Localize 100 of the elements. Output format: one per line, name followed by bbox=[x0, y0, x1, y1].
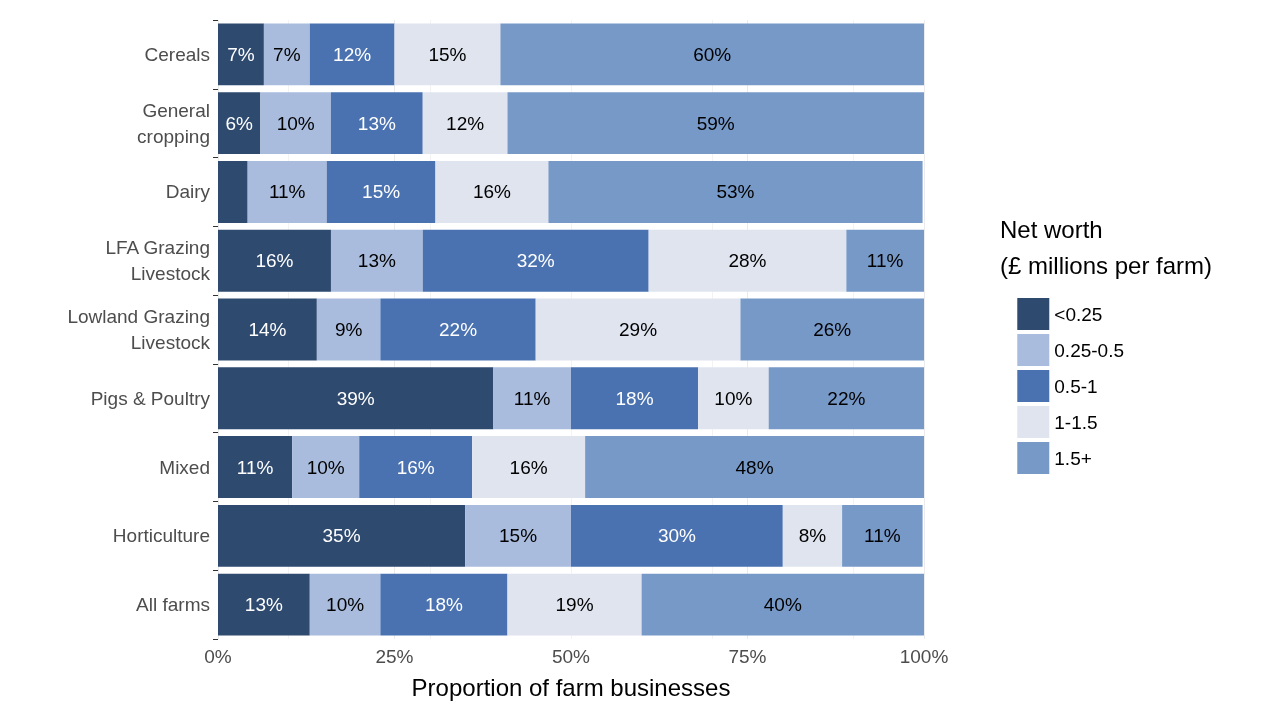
data-label: 22% bbox=[439, 319, 478, 340]
bar bbox=[359, 436, 473, 499]
data-label: 10% bbox=[326, 594, 365, 616]
data-label: 11% bbox=[866, 250, 904, 272]
bar bbox=[218, 573, 310, 636]
bar bbox=[422, 92, 508, 155]
y-tick-label: General cropping bbox=[137, 99, 210, 147]
data-label: 15% bbox=[362, 181, 401, 203]
data-label: 7% bbox=[227, 43, 255, 65]
bar bbox=[309, 23, 395, 86]
data-label: 53% bbox=[716, 181, 755, 203]
legend-label: <0.25 bbox=[1054, 303, 1103, 325]
data-label: 16% bbox=[472, 181, 512, 203]
bar bbox=[846, 229, 924, 292]
bar bbox=[507, 573, 642, 636]
legend-title: Net worth (£ millions per farm) bbox=[1000, 215, 1213, 279]
bar bbox=[263, 23, 310, 86]
bar bbox=[218, 298, 317, 361]
data-label: 8% bbox=[798, 525, 827, 547]
data-label: 60% bbox=[693, 43, 732, 65]
x-tick-label: 0% bbox=[204, 646, 232, 667]
data-label: 32% bbox=[516, 250, 555, 272]
bar bbox=[218, 504, 466, 567]
data-label: 18% bbox=[424, 594, 464, 616]
y-tick-label: Pigs & Poultry bbox=[90, 387, 211, 409]
legend-label: 0.5-1 bbox=[1054, 375, 1098, 397]
y-tick-label: LFA Grazing Livestock bbox=[105, 237, 211, 285]
bar bbox=[394, 23, 501, 86]
bar bbox=[571, 367, 699, 430]
bar bbox=[500, 23, 924, 86]
data-label: 12% bbox=[446, 112, 485, 134]
y-tick-label: Cereals bbox=[144, 43, 210, 65]
bar bbox=[507, 92, 924, 155]
data-label: 11% bbox=[236, 456, 274, 478]
bar bbox=[493, 367, 571, 430]
data-label: 13% bbox=[357, 250, 396, 272]
bar bbox=[218, 367, 494, 430]
data-label: 19% bbox=[555, 594, 594, 616]
bar bbox=[435, 160, 549, 223]
legend-label: 1.5+ bbox=[1054, 447, 1092, 469]
bar bbox=[548, 160, 923, 223]
data-label: 16% bbox=[255, 250, 294, 272]
bar bbox=[842, 504, 923, 567]
data-label: 6% bbox=[225, 112, 254, 134]
bar bbox=[218, 436, 293, 499]
data-label: 48% bbox=[735, 456, 774, 478]
y-tick-label: All farms bbox=[136, 594, 210, 616]
data-label: 12% bbox=[333, 43, 372, 65]
data-label: 28% bbox=[728, 250, 767, 272]
bar bbox=[247, 160, 327, 223]
data-label: 11% bbox=[268, 181, 306, 203]
bar bbox=[260, 92, 331, 155]
data-label: 18% bbox=[615, 387, 654, 409]
data-label: 9% bbox=[334, 319, 363, 340]
data-label: 16% bbox=[396, 456, 435, 478]
x-tick-label: 50% bbox=[551, 646, 591, 667]
data-label: 10% bbox=[306, 456, 345, 478]
data-label: 22% bbox=[827, 387, 866, 409]
bar bbox=[330, 229, 423, 292]
bar bbox=[309, 573, 381, 636]
data-label: 13% bbox=[244, 594, 284, 616]
bar bbox=[218, 160, 248, 223]
data-label: 14% bbox=[248, 319, 287, 340]
data-label: 13% bbox=[357, 112, 396, 134]
legend-label: 0.25-0.5 bbox=[1054, 339, 1125, 361]
data-label: 26% bbox=[813, 319, 852, 340]
y-tick-label: Horticulture bbox=[112, 525, 210, 547]
bar bbox=[316, 298, 381, 361]
bar bbox=[740, 298, 924, 361]
y-tick-label: Mixed bbox=[159, 456, 210, 478]
x-tick-label: 75% bbox=[728, 646, 767, 667]
bar bbox=[472, 436, 586, 499]
bar bbox=[326, 160, 436, 223]
legend-label: 1-1.5 bbox=[1054, 411, 1098, 433]
bar bbox=[218, 92, 261, 155]
bar bbox=[218, 23, 264, 86]
bar bbox=[380, 573, 508, 636]
data-label: 40% bbox=[763, 594, 802, 616]
data-label: 30% bbox=[657, 525, 697, 547]
data-label: 11% bbox=[513, 387, 551, 409]
data-label: 16% bbox=[509, 456, 548, 478]
bar bbox=[585, 436, 924, 499]
bar bbox=[218, 229, 331, 292]
x-axis-title: Proportion of farm businesses bbox=[411, 673, 731, 701]
bar bbox=[535, 298, 741, 361]
data-label: 39% bbox=[336, 387, 375, 409]
data-label: 7% bbox=[273, 43, 301, 65]
bar bbox=[330, 92, 423, 155]
bar bbox=[422, 229, 649, 292]
y-tick-label: Lowland Grazing Livestock bbox=[67, 306, 211, 353]
data-label: 10% bbox=[276, 112, 315, 134]
bar bbox=[782, 504, 843, 567]
bar bbox=[292, 436, 360, 499]
data-label: 29% bbox=[619, 319, 658, 340]
data-label: 15% bbox=[428, 43, 467, 65]
data-label: 59% bbox=[696, 112, 735, 134]
data-label: 35% bbox=[322, 525, 361, 547]
data-label: 15% bbox=[499, 525, 538, 547]
y-tick-label: Dairy bbox=[165, 181, 211, 203]
x-tick-label: 25% bbox=[375, 646, 414, 667]
